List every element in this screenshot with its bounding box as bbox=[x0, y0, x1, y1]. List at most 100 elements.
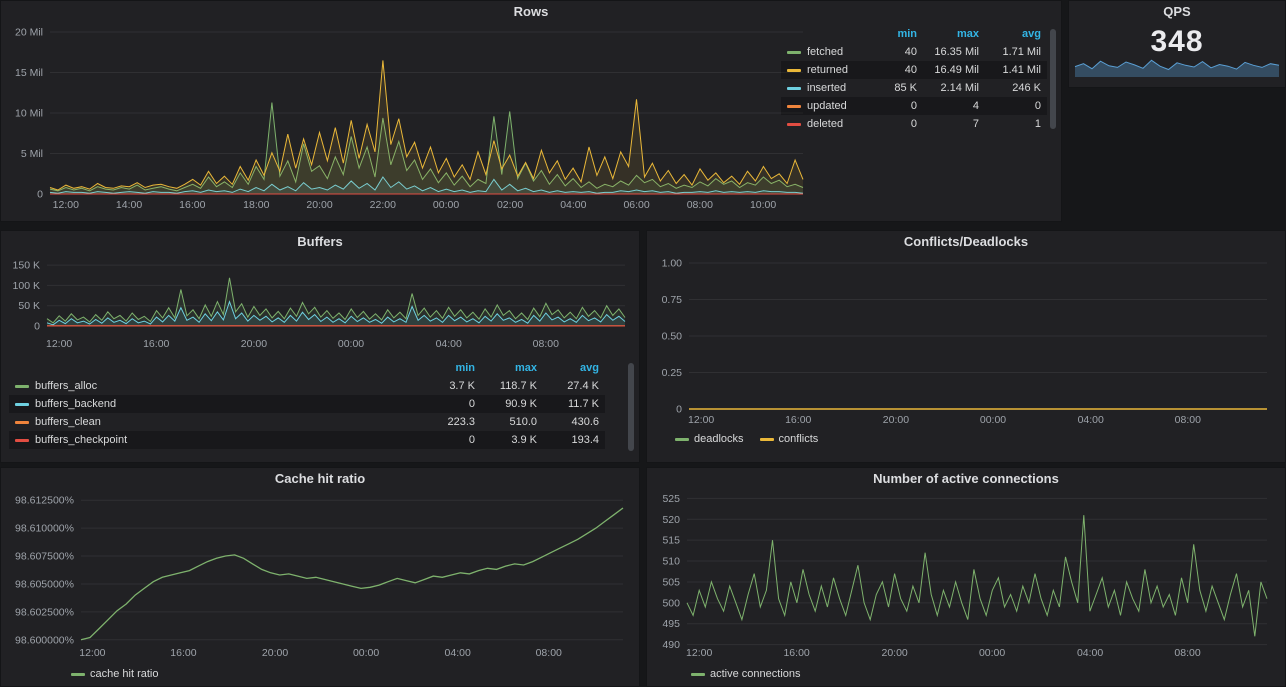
svg-text:100 K: 100 K bbox=[13, 280, 40, 292]
panel-title-qps[interactable]: QPS bbox=[1163, 4, 1191, 19]
panel-title-buffers[interactable]: Buffers bbox=[297, 234, 343, 249]
svg-text:12:00: 12:00 bbox=[686, 647, 712, 659]
svg-text:16:00: 16:00 bbox=[143, 338, 169, 350]
svg-text:490: 490 bbox=[662, 639, 680, 651]
legend-series-label[interactable]: fetched bbox=[787, 46, 855, 58]
legend-header-min[interactable]: min bbox=[897, 28, 917, 40]
svg-text:15 Mil: 15 Mil bbox=[15, 67, 43, 79]
legend-series-label[interactable]: buffers_alloc bbox=[15, 380, 413, 392]
series-color-icon bbox=[15, 438, 29, 442]
svg-text:20:00: 20:00 bbox=[306, 199, 332, 211]
series-color-icon bbox=[787, 68, 801, 72]
legend-row: inserted 85 K 2.14 Mil 246 K bbox=[781, 79, 1047, 97]
qps-sparkline bbox=[1073, 49, 1281, 79]
connections-chart[interactable]: 490 495 500 505 510 515 520 525 12:00 16:00 20:00 0… bbox=[651, 488, 1281, 660]
legend-series-label[interactable]: buffers_checkpoint bbox=[15, 434, 413, 446]
series-color-icon bbox=[71, 672, 85, 676]
legend-value: 0 bbox=[910, 100, 917, 112]
legend-header-avg[interactable]: avg bbox=[1022, 28, 1041, 40]
svg-text:18:00: 18:00 bbox=[243, 199, 269, 211]
series-color-icon bbox=[787, 104, 801, 108]
svg-text:5 Mil: 5 Mil bbox=[21, 148, 43, 160]
svg-text:50 K: 50 K bbox=[18, 300, 40, 312]
legend-value: 0 bbox=[910, 118, 917, 130]
rows-legend-scrollbar[interactable] bbox=[1050, 29, 1056, 129]
legend-item[interactable]: deadlocks bbox=[675, 433, 744, 445]
svg-text:0.50: 0.50 bbox=[662, 331, 683, 343]
svg-text:16:00: 16:00 bbox=[783, 647, 809, 659]
legend-series-label[interactable]: buffers_clean bbox=[15, 416, 413, 428]
buffers-chart[interactable]: 0 50 K 100 K 150 K 12:00 16:00 20:00 00:00 04:00… bbox=[5, 251, 635, 351]
svg-text:00:00: 00:00 bbox=[980, 414, 1006, 426]
legend-header-min[interactable]: min bbox=[455, 362, 475, 374]
svg-text:08:00: 08:00 bbox=[687, 199, 713, 211]
svg-text:16:00: 16:00 bbox=[170, 647, 196, 659]
legend-value: 40 bbox=[904, 46, 917, 58]
svg-text:98.600000%: 98.600000% bbox=[15, 634, 74, 646]
svg-text:510: 510 bbox=[662, 556, 680, 568]
legend-value: 40 bbox=[904, 64, 917, 76]
svg-text:98.602500%: 98.602500% bbox=[15, 606, 74, 618]
series-color-icon bbox=[787, 122, 801, 126]
rows-chart[interactable]: 0 5 Mil 10 Mil 15 Mil 20 Mil 12:00 14:00 16:00 1… bbox=[5, 19, 813, 212]
legend-value: 0 bbox=[468, 398, 475, 410]
svg-text:04:00: 04:00 bbox=[436, 338, 462, 350]
svg-text:04:00: 04:00 bbox=[1077, 647, 1103, 659]
series-color-icon bbox=[15, 402, 29, 406]
buffers-legend-scrollbar[interactable] bbox=[628, 363, 634, 451]
svg-text:04:00: 04:00 bbox=[1078, 414, 1104, 426]
svg-text:98.610000%: 98.610000% bbox=[15, 523, 74, 535]
legend-value: 3.9 K bbox=[511, 434, 537, 446]
legend-item[interactable]: cache hit ratio bbox=[71, 668, 158, 680]
legend-value: 7 bbox=[972, 118, 979, 130]
legend-value: 1.71 Mil bbox=[1002, 46, 1041, 58]
cache-legend: cache hit ratio bbox=[71, 668, 158, 680]
panel-cache: Cache hit ratio 98.600000% 98.602500% 98.6… bbox=[0, 467, 640, 687]
panel-title-rows[interactable]: Rows bbox=[513, 4, 549, 19]
legend-value: 1 bbox=[1034, 118, 1041, 130]
panel-title-conflicts[interactable]: Conflicts/Deadlocks bbox=[903, 234, 1029, 249]
legend-row: updated 0 4 0 bbox=[781, 97, 1047, 115]
legend-series-label[interactable]: deleted bbox=[787, 118, 855, 130]
svg-text:500: 500 bbox=[662, 597, 680, 609]
qps-value: 348 bbox=[1150, 25, 1204, 58]
legend-series-label[interactable]: buffers_backend bbox=[15, 398, 413, 410]
svg-text:495: 495 bbox=[662, 618, 680, 630]
legend-series-label[interactable]: updated bbox=[787, 100, 855, 112]
svg-text:10:00: 10:00 bbox=[750, 199, 776, 211]
legend-row: fetched 40 16.35 Mil 1.71 Mil bbox=[781, 43, 1047, 61]
svg-text:02:00: 02:00 bbox=[497, 199, 523, 211]
svg-text:505: 505 bbox=[662, 576, 680, 588]
panel-qps: QPS 348 bbox=[1068, 0, 1286, 88]
legend-value: 0 bbox=[468, 434, 475, 446]
legend-header-max[interactable]: max bbox=[514, 362, 537, 374]
svg-text:520: 520 bbox=[662, 514, 680, 526]
legend-header-max[interactable]: max bbox=[956, 28, 979, 40]
cache-chart[interactable]: 98.600000% 98.602500% 98.605000% 98.607500%… bbox=[5, 488, 635, 660]
legend-item[interactable]: conflicts bbox=[759, 433, 818, 445]
legend-value: 193.4 bbox=[571, 434, 599, 446]
panel-title-cache[interactable]: Cache hit ratio bbox=[274, 471, 366, 486]
legend-value: 4 bbox=[972, 100, 979, 112]
svg-text:12:00: 12:00 bbox=[46, 338, 72, 350]
legend-item[interactable]: active connections bbox=[691, 668, 801, 680]
legend-value: 1.41 Mil bbox=[1002, 64, 1041, 76]
legend-row: buffers_backend 0 90.9 K 11.7 K bbox=[9, 395, 605, 413]
svg-text:04:00: 04:00 bbox=[445, 647, 471, 659]
legend-header-avg[interactable]: avg bbox=[580, 362, 599, 374]
panel-title-connections[interactable]: Number of active connections bbox=[873, 471, 1059, 486]
conflicts-chart[interactable]: 0 0.25 0.50 0.75 1.00 12:00 16:00 20:00 00:00 04:… bbox=[651, 251, 1281, 427]
legend-series-label[interactable]: inserted bbox=[787, 82, 855, 94]
svg-text:0: 0 bbox=[37, 189, 43, 201]
svg-text:98.612500%: 98.612500% bbox=[15, 495, 74, 507]
legend-value: 246 K bbox=[1012, 82, 1041, 94]
series-color-icon bbox=[15, 420, 29, 424]
svg-text:20:00: 20:00 bbox=[241, 338, 267, 350]
svg-text:08:00: 08:00 bbox=[1175, 414, 1201, 426]
svg-text:10 Mil: 10 Mil bbox=[15, 108, 43, 120]
series-color-icon bbox=[675, 437, 689, 441]
svg-text:0: 0 bbox=[676, 404, 682, 416]
legend-series-label[interactable]: returned bbox=[787, 64, 855, 76]
svg-text:16:00: 16:00 bbox=[179, 199, 205, 211]
